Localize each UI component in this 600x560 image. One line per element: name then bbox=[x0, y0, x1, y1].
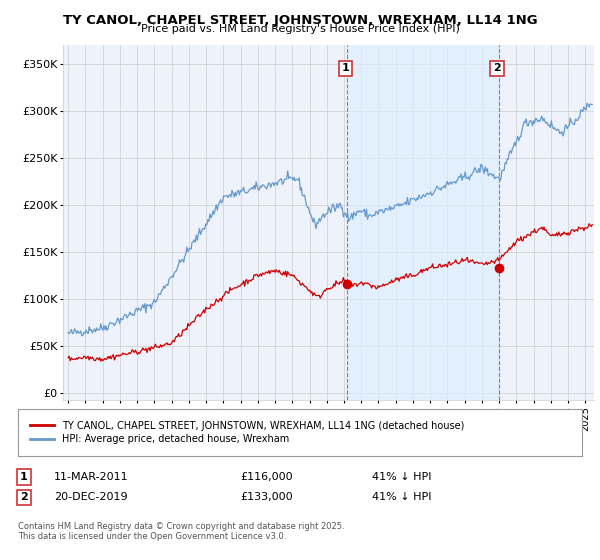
Text: 1: 1 bbox=[341, 63, 349, 73]
Bar bbox=[347, 45, 499, 400]
Text: 11-MAR-2011: 11-MAR-2011 bbox=[54, 472, 128, 482]
Legend: TY CANOL, CHAPEL STREET, JOHNSTOWN, WREXHAM, LL14 1NG (detached house), HPI: Ave: TY CANOL, CHAPEL STREET, JOHNSTOWN, WREX… bbox=[26, 417, 468, 448]
Text: Price paid vs. HM Land Registry's House Price Index (HPI): Price paid vs. HM Land Registry's House … bbox=[140, 24, 460, 34]
Text: 1: 1 bbox=[20, 472, 28, 482]
Text: Contains HM Land Registry data © Crown copyright and database right 2025.
This d: Contains HM Land Registry data © Crown c… bbox=[18, 522, 344, 542]
Text: 2: 2 bbox=[493, 63, 501, 73]
Text: 41% ↓ HPI: 41% ↓ HPI bbox=[372, 492, 431, 502]
Text: £116,000: £116,000 bbox=[240, 472, 293, 482]
Text: £133,000: £133,000 bbox=[240, 492, 293, 502]
Text: 41% ↓ HPI: 41% ↓ HPI bbox=[372, 472, 431, 482]
Text: 2: 2 bbox=[20, 492, 28, 502]
Text: 20-DEC-2019: 20-DEC-2019 bbox=[54, 492, 128, 502]
Text: TY CANOL, CHAPEL STREET, JOHNSTOWN, WREXHAM, LL14 1NG: TY CANOL, CHAPEL STREET, JOHNSTOWN, WREX… bbox=[62, 14, 538, 27]
